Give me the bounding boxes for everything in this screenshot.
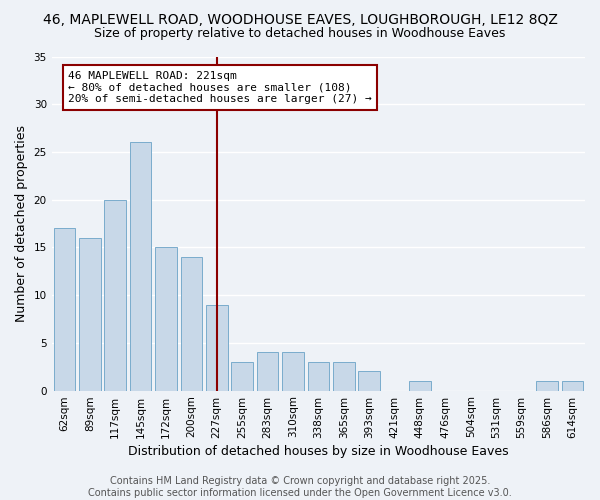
Bar — [130, 142, 151, 390]
Bar — [155, 248, 177, 390]
Bar — [409, 381, 431, 390]
Bar — [181, 257, 202, 390]
Bar — [282, 352, 304, 391]
Text: Contains HM Land Registry data © Crown copyright and database right 2025.
Contai: Contains HM Land Registry data © Crown c… — [88, 476, 512, 498]
Bar — [536, 381, 557, 390]
Y-axis label: Number of detached properties: Number of detached properties — [15, 125, 28, 322]
X-axis label: Distribution of detached houses by size in Woodhouse Eaves: Distribution of detached houses by size … — [128, 444, 509, 458]
Bar — [104, 200, 126, 390]
Bar — [79, 238, 101, 390]
Bar — [206, 304, 227, 390]
Bar — [358, 372, 380, 390]
Bar — [53, 228, 75, 390]
Bar — [562, 381, 583, 390]
Bar — [257, 352, 278, 391]
Bar — [333, 362, 355, 390]
Bar — [232, 362, 253, 390]
Text: 46 MAPLEWELL ROAD: 221sqm
← 80% of detached houses are smaller (108)
20% of semi: 46 MAPLEWELL ROAD: 221sqm ← 80% of detac… — [68, 71, 372, 104]
Bar — [308, 362, 329, 390]
Text: 46, MAPLEWELL ROAD, WOODHOUSE EAVES, LOUGHBOROUGH, LE12 8QZ: 46, MAPLEWELL ROAD, WOODHOUSE EAVES, LOU… — [43, 12, 557, 26]
Text: Size of property relative to detached houses in Woodhouse Eaves: Size of property relative to detached ho… — [94, 28, 506, 40]
